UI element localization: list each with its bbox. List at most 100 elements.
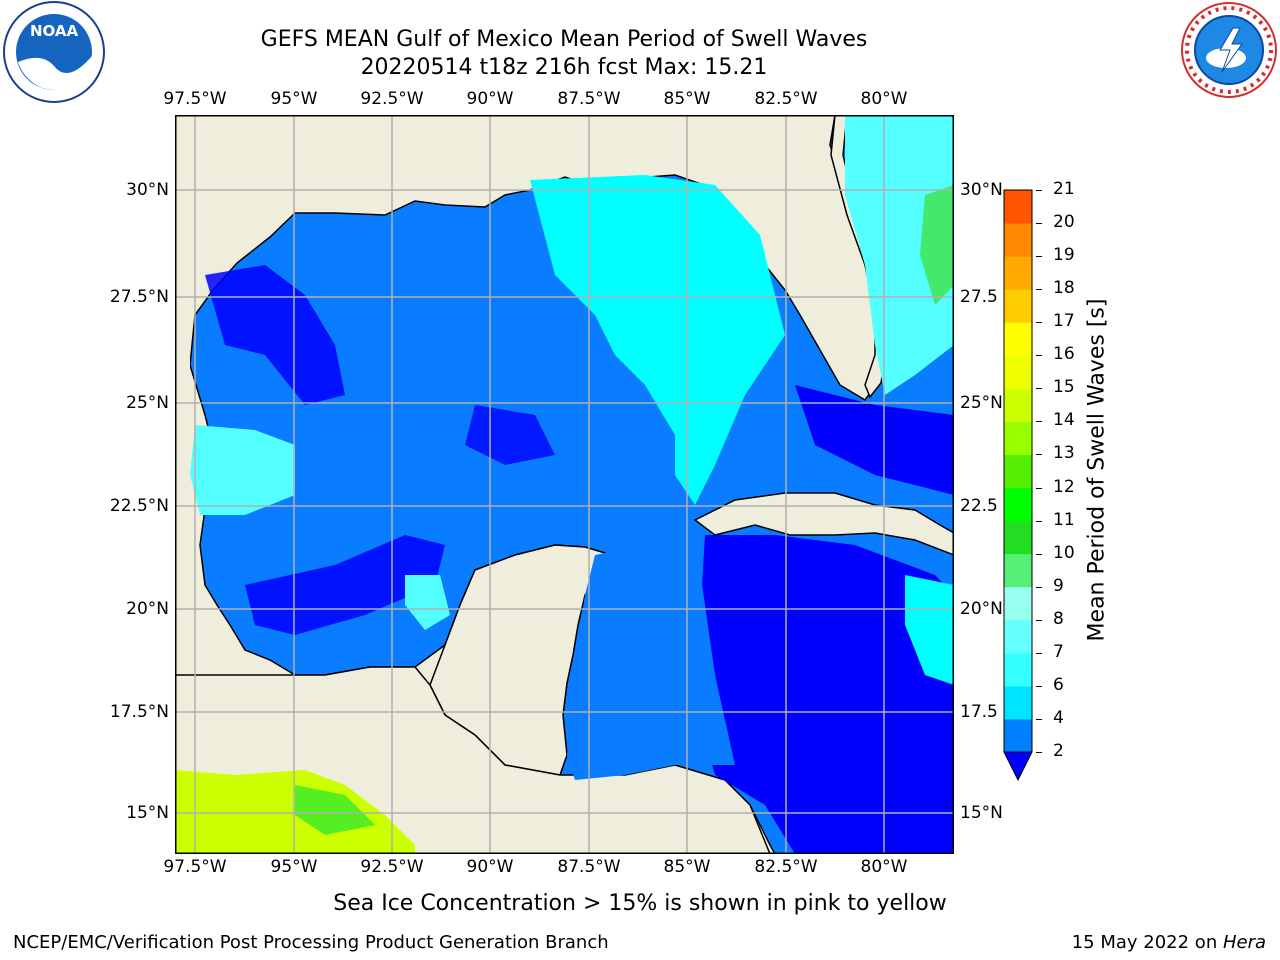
colorbar-band (1004, 685, 1032, 720)
colorbar-tick-mark (1036, 752, 1042, 753)
lat-label-right: 25°N (960, 393, 1003, 413)
colorbar-label: Mean Period of Swell Waves [s] (1084, 298, 1110, 642)
lat-label-left: 22.5°N (109, 496, 169, 516)
colorbar-outline (1003, 189, 1033, 752)
colorbar-tick-label: 4 (1053, 707, 1064, 728)
lon-label-top: 90°W (466, 89, 514, 109)
colorbar-band (1004, 289, 1032, 323)
lon-label-top: 97.5°W (163, 89, 227, 109)
colorbar-band (1004, 421, 1032, 455)
colorbar-tick-label: 16 (1053, 344, 1075, 365)
footer-host: Hera (1222, 932, 1266, 953)
sea-ice-region-green (295, 785, 375, 835)
colorbar-ticks: 2 4 6 7 8 9 10 11 12 13 14 15 16 17 18 19 20 21 (1036, 0, 1100, 960)
chart-title: GEFS MEAN Gulf of Mexico Mean Period of … (260, 27, 868, 52)
colorbar-tick-mark (1036, 619, 1042, 621)
colorbar-band (1004, 718, 1032, 753)
green-region-atlantic (920, 185, 954, 305)
noaa-logo-icon: NOAA (3, 1, 105, 103)
colorbar-tick-mark (1036, 388, 1042, 390)
colorbar-tick-mark (1036, 289, 1042, 291)
footer-date: 15 May 2022 on (1071, 932, 1223, 953)
colorbar-band (1004, 190, 1032, 224)
colorbar-band (1004, 388, 1032, 422)
deep-blue-region-2 (245, 535, 445, 635)
colorbar-tick-mark (1036, 223, 1042, 225)
deep-blue-region-4 (795, 385, 954, 495)
lat-label-right: 22.5 (960, 496, 998, 516)
lon-label-top: 82.5°W (754, 89, 818, 109)
colorbar-extend-triangle (1003, 751, 1033, 782)
lon-label-bottom: 97.5°W (163, 857, 227, 877)
deep-blue-region-3 (695, 535, 954, 854)
land-cuba (693, 492, 954, 556)
colorbar-band (1004, 652, 1032, 687)
colorbar-band (1004, 586, 1032, 621)
lon-label-bottom: 95°W (270, 857, 318, 877)
lat-label-right: 17.5 (960, 702, 998, 722)
colorbar-tick-label: 9 (1053, 575, 1064, 596)
colorbar-tick-mark (1036, 421, 1042, 423)
lon-label-bottom: 80°W (860, 857, 908, 877)
lon-label-bottom: 92.5°W (360, 857, 424, 877)
deep-blue-region-1 (205, 265, 345, 405)
lat-label-right: 30°N (960, 180, 1003, 200)
lon-label-top: 80°W (860, 89, 908, 109)
lon-label-top: 92.5°W (360, 89, 424, 109)
colorbar (1003, 189, 1033, 782)
colorbar-band (1004, 487, 1032, 522)
lat-label-left: 30°N (126, 180, 169, 200)
colorbar-band (1004, 520, 1032, 555)
colorbar-tick-mark (1036, 652, 1042, 654)
colorbar-tick-label: 19 (1053, 245, 1075, 266)
chart-subtitle: 20220514 t18z 216h fcst Max: 15.21 (360, 55, 768, 80)
colorbar-tick-label: 7 (1053, 641, 1064, 662)
cyan-region-west (190, 425, 295, 515)
deep-blue-region-5 (465, 405, 555, 465)
lat-label-left: 17.5°N (109, 702, 169, 722)
lat-label-left: 15°N (126, 803, 169, 823)
lat-label-right: 15°N (960, 803, 1003, 823)
lon-label-top: 87.5°W (557, 89, 621, 109)
colorbar-tick-label: 20 (1053, 212, 1075, 233)
colorbar-tick-label: 14 (1053, 410, 1075, 431)
lon-label-bottom: 82.5°W (754, 857, 818, 877)
nws-logo-icon (1181, 2, 1277, 98)
map-grid (175, 115, 954, 854)
colorbar-tick-mark (1036, 586, 1042, 588)
colorbar-tick-label: 18 (1053, 278, 1075, 299)
colorbar-tick-mark (1036, 355, 1042, 357)
cyan-region-east-caribbean (905, 575, 954, 685)
colorbar-band (1004, 322, 1032, 356)
colorbar-tick-mark (1036, 190, 1042, 191)
lat-label-right: 20°N (960, 599, 1003, 619)
sea-ice-note: Sea Ice Concentration > 15% is shown in … (333, 891, 947, 916)
colorbar-tick-mark (1036, 454, 1042, 456)
colorbar-tick-mark (1036, 553, 1042, 555)
colorbar-tick-label: 10 (1053, 542, 1075, 563)
land-west-edge (175, 115, 190, 854)
noaa-logo-text: NOAA (30, 22, 79, 40)
colorbar-tick-label: 15 (1053, 377, 1075, 398)
colorbar-tick-mark (1036, 322, 1042, 324)
cyan-region-atlantic (845, 115, 954, 395)
footer-left: NCEP/EMC/Verification Post Processing Pr… (13, 932, 609, 953)
colorbar-tick-label: 13 (1053, 443, 1075, 464)
colorbar-tick-mark (1036, 256, 1042, 258)
colorbar-tick-label: 21 (1053, 179, 1075, 199)
lon-label-top: 85°W (663, 89, 711, 109)
colorbar-band (1004, 619, 1032, 654)
gulf-map (175, 115, 954, 854)
colorbar-tick-mark (1036, 487, 1042, 489)
colorbar-tick-mark (1036, 685, 1042, 687)
colorbar-tick-label: 12 (1053, 476, 1075, 497)
cyan-region-south (405, 575, 450, 630)
map-frame (175, 115, 954, 854)
colorbar-tick-label: 11 (1053, 509, 1075, 530)
colorbar-band (1004, 454, 1032, 489)
colorbar-tick-label: 17 (1053, 311, 1075, 332)
lat-label-left: 20°N (126, 599, 169, 619)
ocean-blue-caribbean (567, 535, 735, 780)
lon-label-top: 95°W (270, 89, 318, 109)
lon-label-bottom: 87.5°W (557, 857, 621, 877)
